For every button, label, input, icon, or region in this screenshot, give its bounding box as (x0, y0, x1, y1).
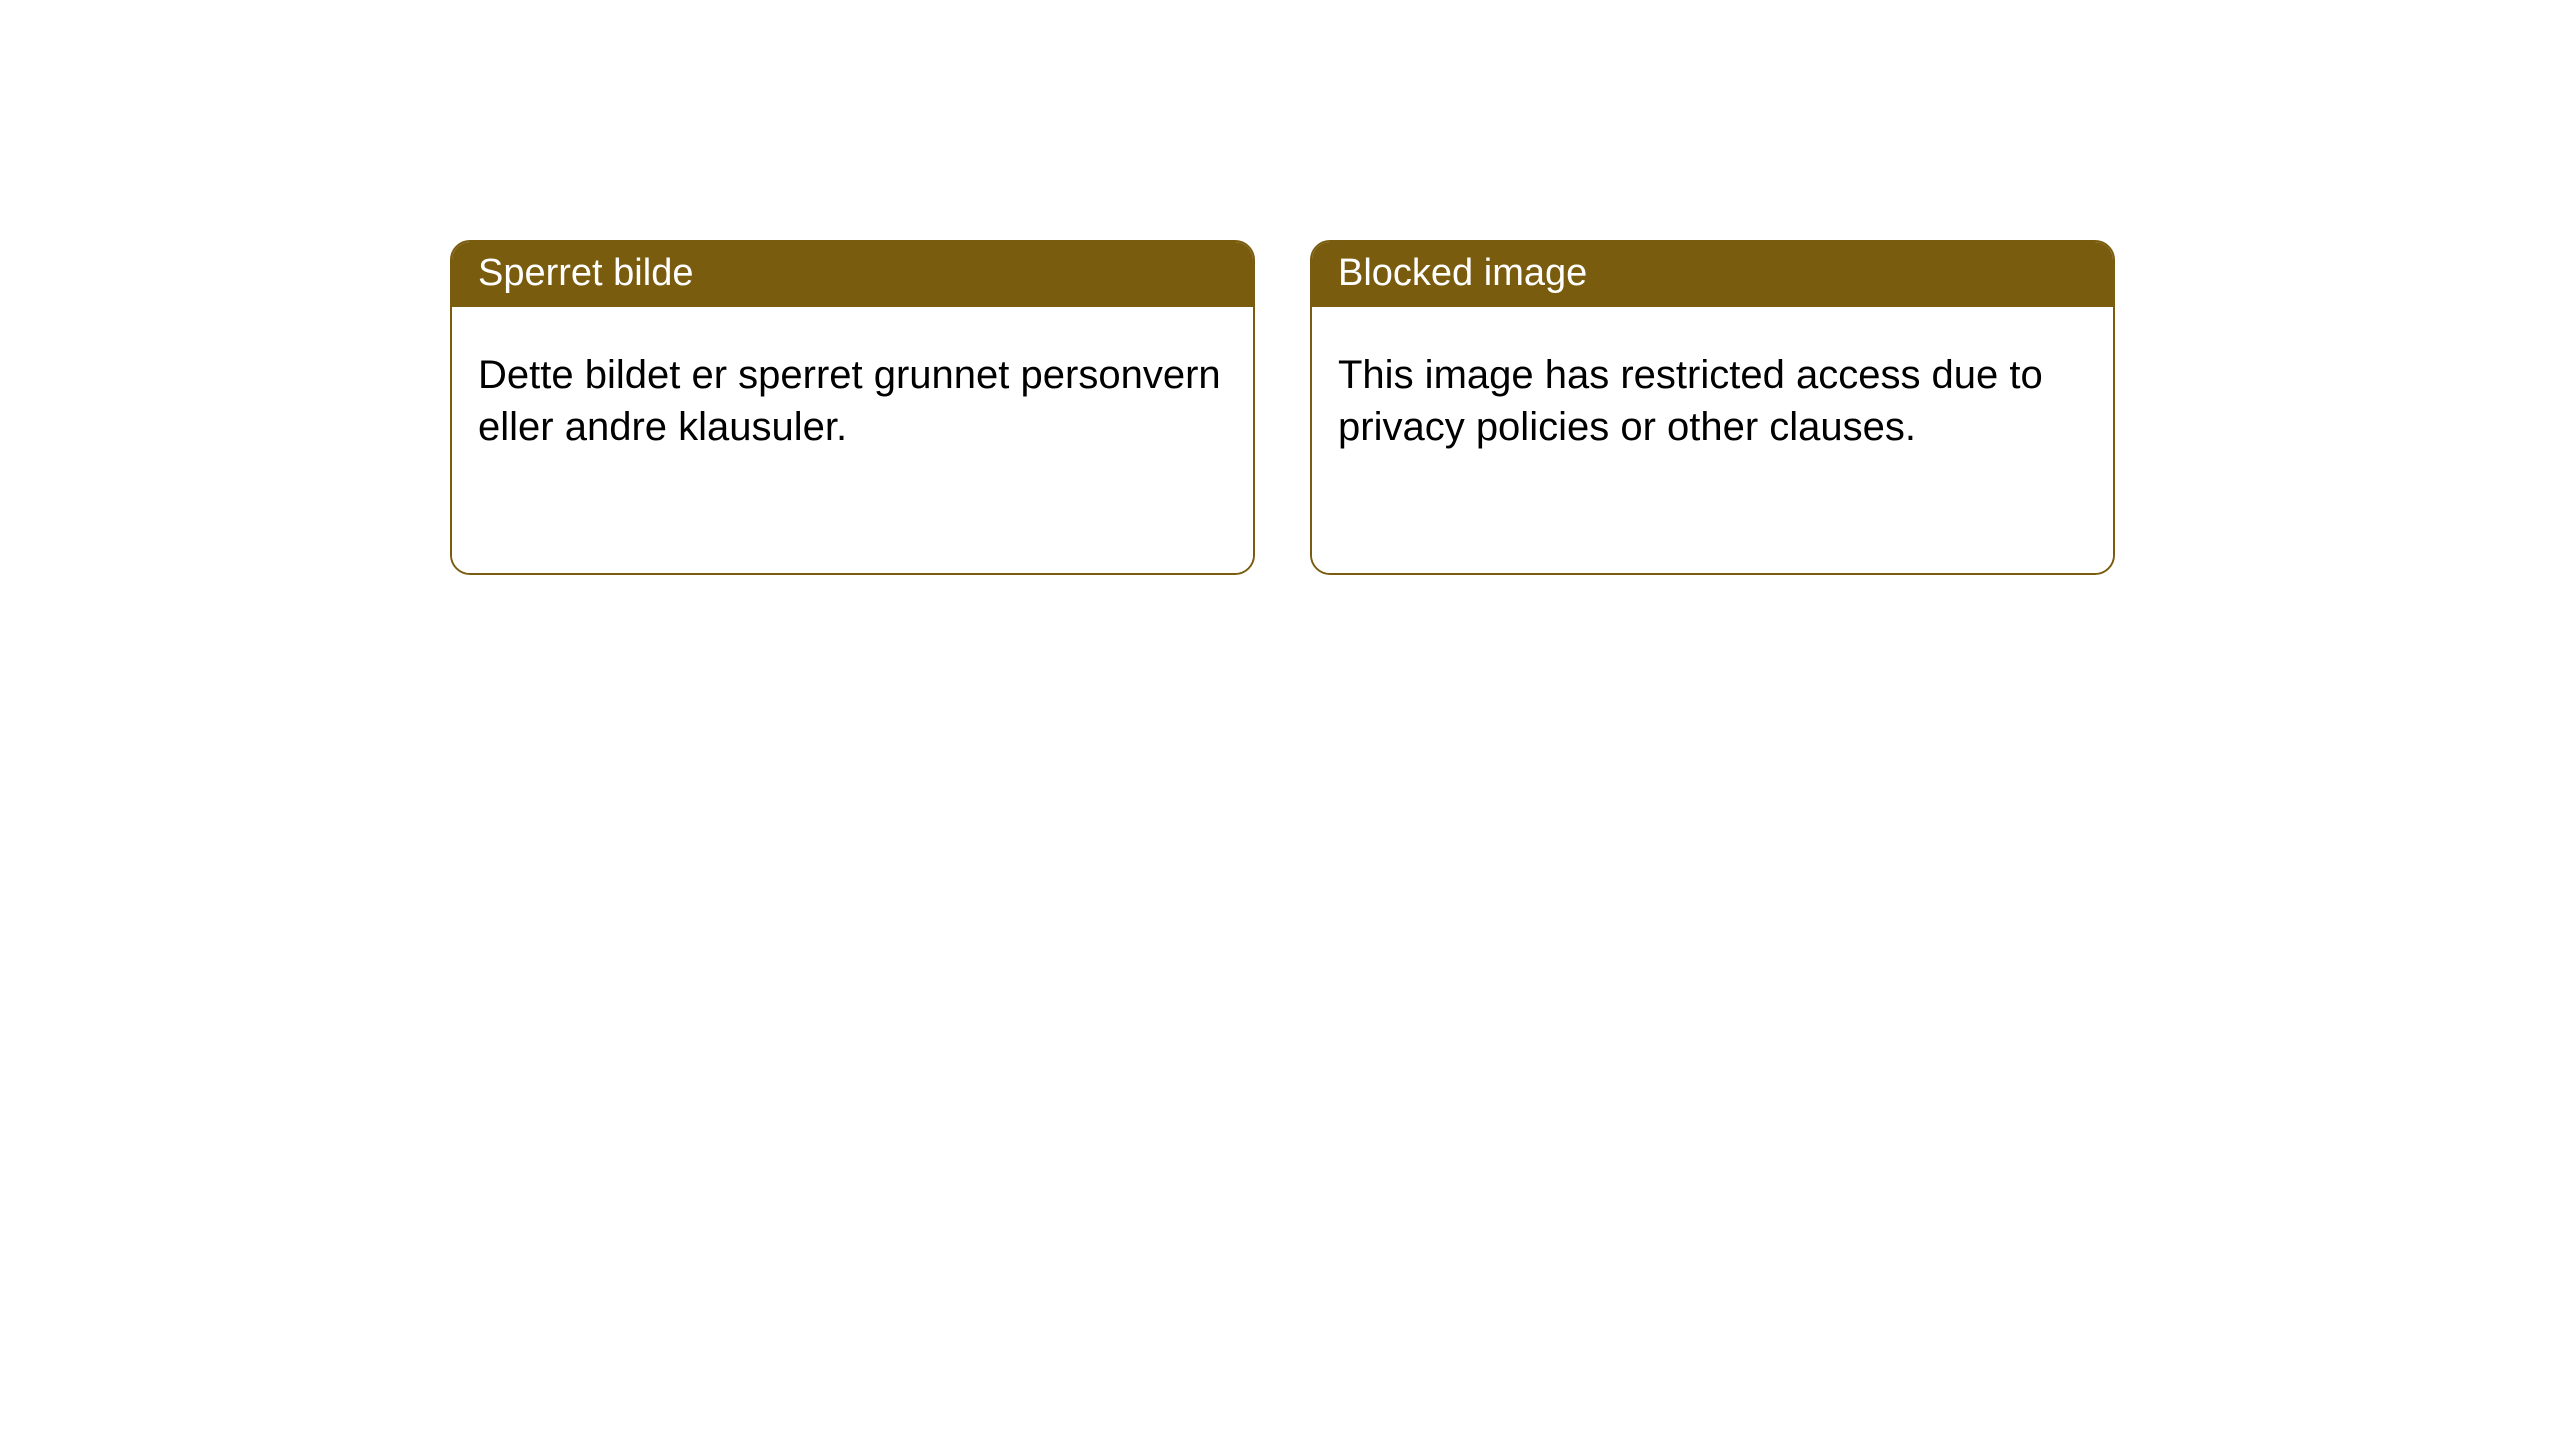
notice-header: Sperret bilde (452, 242, 1253, 307)
notice-container: Sperret bilde Dette bildet er sperret gr… (0, 0, 2560, 575)
notice-card-english: Blocked image This image has restricted … (1310, 240, 2115, 575)
notice-body: Dette bildet er sperret grunnet personve… (452, 307, 1253, 573)
notice-card-norwegian: Sperret bilde Dette bildet er sperret gr… (450, 240, 1255, 575)
notice-body: This image has restricted access due to … (1312, 307, 2113, 573)
notice-header: Blocked image (1312, 242, 2113, 307)
